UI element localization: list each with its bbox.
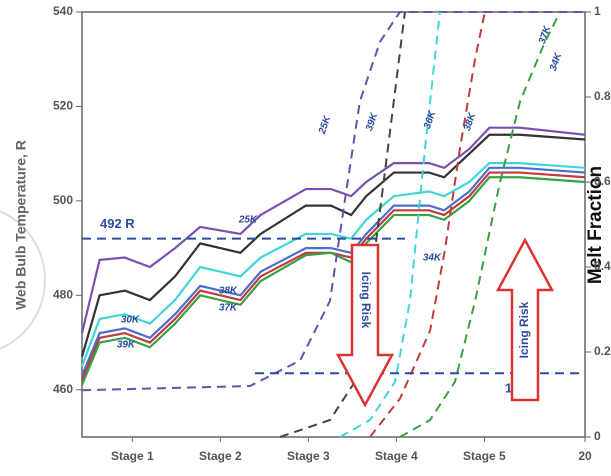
- line-label: 30K: [121, 315, 140, 326]
- curve-label: 38K: [462, 111, 478, 133]
- curve-label: 39K: [364, 111, 380, 133]
- risk-label: Icing Risk: [359, 272, 373, 329]
- y-tick-label: 500: [53, 193, 73, 207]
- y-tick-label: 540: [53, 4, 73, 18]
- y2-tick-label: 0.6: [594, 174, 611, 188]
- y-tick-label: 480: [53, 288, 73, 302]
- y2-tick-label: 0.8: [594, 89, 611, 103]
- curve-label: 25K: [317, 114, 334, 137]
- y2-tick-label: 1: [594, 4, 601, 18]
- x-tick-label: Stage 3: [287, 449, 330, 463]
- curve-label: 34K: [548, 51, 564, 73]
- y-tick-label: 460: [53, 382, 73, 396]
- x-tick-label: Stage 4: [375, 449, 418, 463]
- x-tick-label: Stage 2: [199, 449, 242, 463]
- y-axis-title: Web Bulb Temperature, R: [13, 140, 29, 310]
- temperature-line: [82, 128, 585, 333]
- x-tick-label: Stage 1: [111, 449, 154, 463]
- y2-tick-label: 0.2: [594, 344, 611, 358]
- x-tick-label: Stage 5: [463, 449, 506, 463]
- y-tick-label: 520: [53, 99, 73, 113]
- melt-fraction-line: [82, 12, 585, 390]
- line-label: 38K: [219, 286, 238, 297]
- chart: Web Bulb Temperature, R Melt Fraction 46…: [0, 0, 611, 476]
- line-label: 34K: [423, 253, 442, 264]
- y2-tick-label: 0: [594, 429, 601, 443]
- line-label: 37K: [219, 303, 238, 314]
- x-tick-label: 20: [578, 449, 592, 463]
- curve-label: 36K: [422, 109, 438, 131]
- line-label: 39K: [117, 340, 136, 351]
- reference-label: 492 R: [100, 216, 135, 231]
- y2-tick-label: 0.4: [594, 259, 611, 273]
- line-label: 25K: [238, 215, 258, 226]
- melt-fraction-line: [280, 12, 405, 437]
- risk-label: Icing Risk: [517, 301, 531, 358]
- curve-label: 37K: [537, 24, 553, 46]
